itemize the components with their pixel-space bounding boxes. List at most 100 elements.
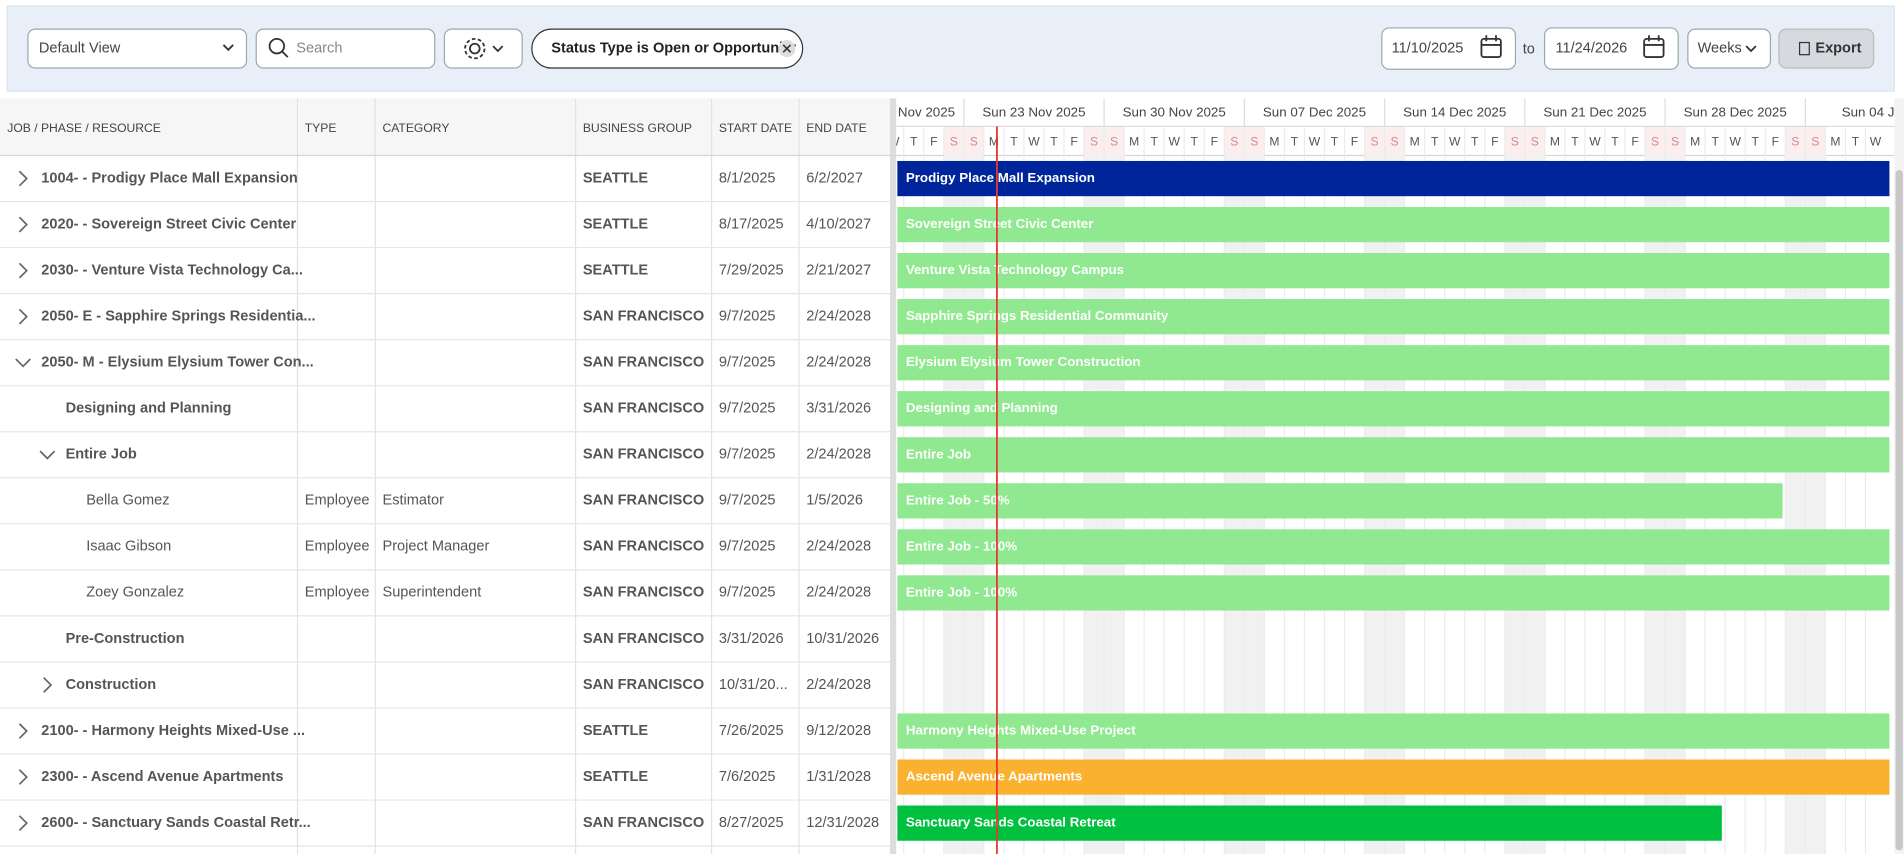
cell-business-group: SAN FRANCISCO: [583, 677, 704, 693]
column-header[interactable]: JOB / PHASE / RESOURCE: [7, 121, 161, 135]
day-label: T: [1711, 134, 1719, 148]
gantt-bar-label: Harmony Heights Mixed-Use Project: [906, 723, 1136, 738]
weekend-header-cell: [1805, 126, 1826, 156]
scroll-thumb[interactable]: [1895, 170, 1903, 851]
gantt-bar[interactable]: [897, 391, 1890, 427]
export-text: Export: [1815, 40, 1861, 56]
gantt-bar[interactable]: [897, 529, 1890, 565]
gantt-bar[interactable]: [897, 345, 1890, 381]
view-label: Default View: [39, 40, 121, 56]
scale-select[interactable]: Weeks: [1687, 28, 1772, 69]
expand-toggle[interactable]: [18, 308, 28, 325]
gantt-bar[interactable]: [897, 483, 1783, 519]
day-label: W: [1449, 134, 1461, 148]
grid: JOB / PHASE / RESOURCE TYPE CATEGORY BUSINE…: [0, 98, 1895, 854]
gantt-bar[interactable]: [897, 160, 1890, 197]
date-to-text: 11/24/2026: [1556, 40, 1628, 56]
cell-name: 2020- - Sovereign Street Civic Center: [41, 216, 296, 232]
column-header[interactable]: START DATE: [719, 121, 792, 135]
day-label: W: [1870, 134, 1882, 148]
day-label: T: [1431, 134, 1439, 148]
cell-business-group: SEATTLE: [583, 216, 649, 232]
expand-toggle[interactable]: [18, 723, 28, 739]
day-label: T: [1852, 134, 1860, 148]
export-button[interactable]: Export: [1778, 28, 1875, 69]
weekend-header-cell: [943, 126, 964, 156]
date-to[interactable]: 11/24/2026: [1543, 27, 1679, 70]
day-label: T: [1752, 134, 1760, 148]
to-label: to: [1523, 42, 1535, 58]
day-label: T: [1331, 134, 1339, 148]
week-label: Sun 30 Nov 2025: [1123, 105, 1226, 120]
gantt-bar[interactable]: [897, 437, 1890, 473]
cell-start-date: 9/7/2025: [719, 355, 776, 371]
splitter[interactable]: [890, 98, 897, 854]
collapse-toggle[interactable]: [15, 358, 31, 368]
cell-name: Bella Gomez: [86, 493, 169, 509]
cell-category: Estimator: [383, 493, 445, 509]
day-label: T: [1471, 134, 1479, 148]
day-label: M: [1550, 134, 1560, 148]
cell-business-group: SAN FRANCISCO: [583, 308, 704, 324]
day-label: F: [1631, 134, 1638, 148]
search-box[interactable]: Search: [255, 28, 436, 69]
day-label: S: [1250, 134, 1258, 148]
day-label: S: [1110, 134, 1118, 148]
gantt-bar[interactable]: [897, 207, 1890, 243]
week-label: Nov 2025: [898, 105, 955, 120]
expand-toggle[interactable]: [18, 170, 28, 187]
cell-business-group: SAN FRANCISCO: [583, 401, 704, 417]
week-label: Sun 21 Dec 2025: [1543, 105, 1646, 120]
day-label: S: [1671, 134, 1679, 148]
day-label: S: [1230, 134, 1238, 148]
day-label: W: [888, 134, 900, 148]
column-header[interactable]: BUSINESS GROUP: [583, 121, 692, 135]
cell-business-group: SEATTLE: [583, 170, 649, 186]
gantt: WTFSSMTWTFSSMTWTFSSMTWTFSSMTWTFSSMTWTFSS…: [888, 98, 1904, 854]
cell-business-group: SAN FRANCISCO: [583, 539, 704, 555]
day-label: M: [1129, 134, 1139, 148]
cell-start-date: 9/7/2025: [719, 539, 776, 555]
week-label: Sun 28 Dec 2025: [1684, 105, 1787, 120]
gantt-bar-label: Venture Vista Technology Campus: [906, 262, 1124, 277]
column-header[interactable]: CATEGORY: [383, 121, 450, 135]
day-label: M: [1410, 134, 1420, 148]
day-label: F: [1772, 134, 1779, 148]
day-label: W: [1309, 134, 1321, 148]
gantt-bar[interactable]: [897, 299, 1890, 335]
date-from[interactable]: 11/10/2025: [1381, 27, 1517, 70]
week-label: Sun 04 Jan: [1842, 105, 1904, 120]
gantt-bar[interactable]: [897, 713, 1890, 749]
day-label: S: [1811, 134, 1819, 148]
column-header[interactable]: END DATE: [806, 121, 866, 135]
cell-business-group: SEATTLE: [583, 769, 649, 785]
column-header[interactable]: TYPE: [305, 121, 337, 135]
gantt-bar[interactable]: [897, 759, 1890, 795]
expand-toggle[interactable]: [18, 216, 28, 233]
gantt-bar[interactable]: [897, 253, 1890, 289]
cell-name: 2050- E - Sapphire Springs Residentia...: [41, 308, 315, 324]
cell-start-date: 8/27/2025: [719, 815, 784, 831]
cell-name: 2100- - Harmony Heights Mixed-Use ...: [41, 723, 305, 739]
cell-name: 2030- - Venture Vista Technology Ca...: [41, 262, 303, 278]
gantt-bar[interactable]: [897, 805, 1722, 841]
view-select[interactable]: Default View: [27, 28, 248, 69]
cell-business-group: SAN FRANCISCO: [583, 585, 704, 601]
cell-category: Project Manager: [383, 539, 490, 555]
cell-end-date: 4/10/2027: [806, 216, 871, 232]
cell-name: 2300- - Ascend Avenue Apartments: [41, 769, 283, 785]
filter-chip[interactable]: Status Type is Open or Opportunity: [531, 28, 804, 69]
gantt-bar-label: Entire Job - 100%: [906, 538, 1017, 553]
collapse-toggle[interactable]: [39, 450, 56, 460]
expand-toggle[interactable]: [18, 769, 28, 785]
gantt-bar-label: Designing and Planning: [906, 400, 1058, 415]
expand-toggle[interactable]: [18, 815, 28, 831]
day-label: M: [989, 134, 999, 148]
expand-toggle[interactable]: [18, 262, 28, 279]
cell-end-date: 2/24/2028: [806, 355, 871, 371]
settings-button[interactable]: [443, 28, 523, 69]
weekend-header-cell: [1384, 126, 1405, 156]
expand-toggle[interactable]: [43, 677, 53, 693]
gantt-bar[interactable]: [897, 575, 1890, 611]
